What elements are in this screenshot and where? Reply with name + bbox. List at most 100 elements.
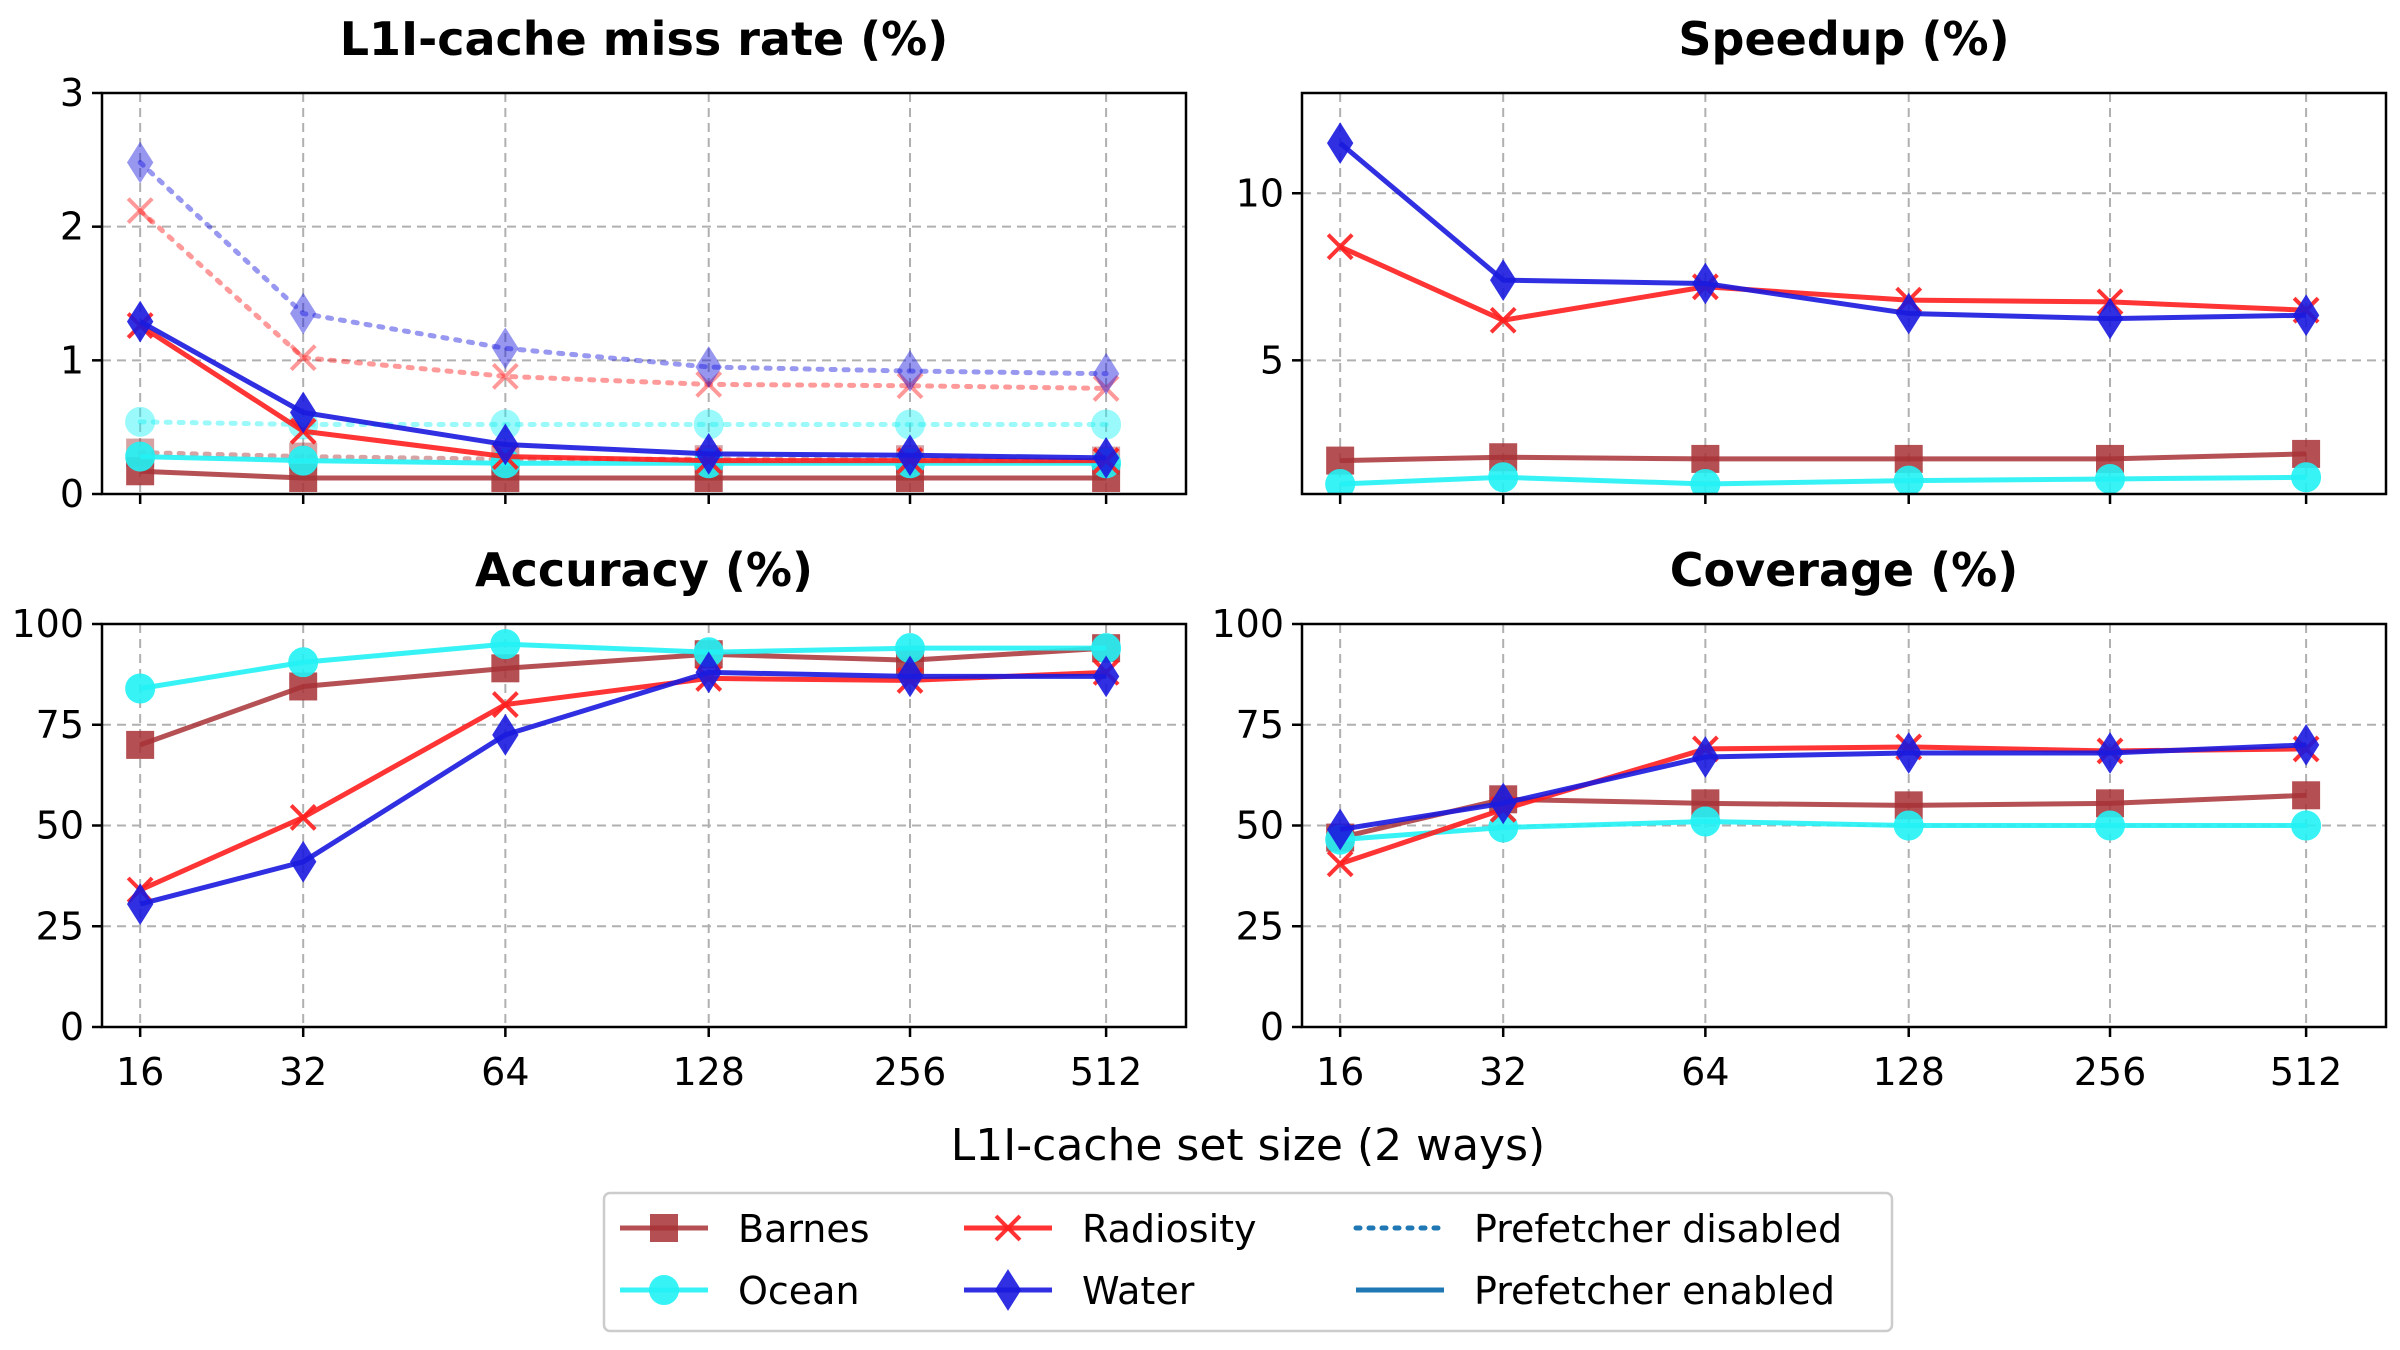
legend-label: Barnes — [738, 1207, 870, 1251]
panel-title: Coverage (%) — [1670, 543, 2019, 597]
water-point — [126, 300, 154, 343]
radiosity-disabled-point — [1092, 374, 1120, 402]
ocean-point — [288, 647, 319, 678]
panel-title: Accuracy (%) — [475, 543, 813, 597]
x-tick-label: 512 — [1070, 1050, 1143, 1094]
panel-2: Speedup (%) 5 10 — [1236, 12, 2388, 504]
legend-swatch-marker — [649, 1275, 679, 1305]
panel-title: L1I-cache miss rate (%) — [340, 12, 949, 66]
y-tick-label: 1 — [60, 338, 84, 382]
y-tick-label: 100 — [11, 602, 84, 646]
water-point — [2096, 297, 2124, 340]
series-group — [1325, 122, 2322, 494]
y-tick-label: 10 — [1236, 171, 1284, 215]
water-point — [1895, 732, 1922, 774]
legend-label: Radiosity — [1082, 1207, 1257, 1251]
water-point — [1490, 259, 1517, 302]
radiosity-point — [1489, 306, 1517, 334]
ocean-disabled-line — [137, 419, 1109, 427]
radiosity-disabled-line — [137, 208, 1109, 391]
ocean-point — [2095, 463, 2126, 494]
water-line — [1338, 141, 2307, 322]
radiosity-point — [289, 804, 317, 831]
radiosity-line — [138, 323, 1107, 464]
series-group — [125, 141, 1122, 492]
radiosity-point — [1326, 233, 1354, 261]
ocean-disabled-point — [125, 406, 156, 437]
water-point — [290, 391, 317, 434]
ocean-point — [125, 673, 156, 704]
x-tick-label: 256 — [2074, 1050, 2147, 1094]
y-tick-label: 100 — [1211, 602, 1284, 646]
ocean-point — [1893, 810, 1924, 841]
water-point — [2292, 294, 2320, 337]
x-tick-label: 64 — [481, 1050, 529, 1094]
legend-entry-prefetcher-disabled: Prefetcher disabled — [1353, 1207, 1842, 1251]
water-point — [1326, 808, 1354, 851]
radiosity-disabled-point — [491, 362, 519, 390]
barnes-point — [2292, 781, 2321, 810]
barnes-line — [140, 468, 1107, 481]
water-point — [1326, 122, 1354, 164]
panel-title: Speedup (%) — [1678, 12, 2009, 66]
water-point — [126, 883, 154, 925]
y-tick-label: 25 — [36, 904, 84, 948]
legend-entry-prefetcher-enabled: Prefetcher enabled — [1356, 1269, 1835, 1313]
x-axis-label: L1I-cache set size (2 ways) — [951, 1120, 1545, 1171]
y-tick-label: 50 — [1236, 804, 1284, 848]
panel-4: Coverage (%) 0 25 50 75 100 16 32 64 128 256 512 — [1211, 543, 2388, 1094]
legend-label: Prefetcher enabled — [1474, 1269, 1835, 1313]
water-point — [896, 434, 924, 477]
legend-entry-water: Water — [964, 1269, 1195, 1313]
legend-swatch-marker — [994, 1269, 1022, 1311]
radiosity-line — [1339, 244, 2307, 323]
barnes-point — [1691, 444, 1720, 473]
ocean-point — [1690, 468, 1721, 494]
y-tick-label: 0 — [1260, 1005, 1284, 1049]
ocean-point — [125, 441, 156, 472]
legend-label: Ocean — [738, 1269, 860, 1313]
series-group — [1325, 724, 2322, 878]
x-tick-label: 128 — [1872, 1050, 1945, 1094]
ocean-point — [2291, 462, 2322, 493]
water-line — [139, 669, 1107, 907]
water-disabled-line — [137, 160, 1109, 377]
legend-entry-barnes: Barnes — [620, 1207, 870, 1251]
water-disabled-point — [126, 141, 154, 184]
water-point — [1092, 437, 1120, 479]
y-tick-label: 0 — [60, 472, 84, 516]
ocean-line — [139, 641, 1107, 691]
legend-label: Water — [1082, 1269, 1195, 1313]
legend-swatch-marker — [650, 1214, 678, 1242]
water-point — [1490, 782, 1517, 825]
water-point — [896, 655, 924, 698]
barnes-line — [1340, 451, 2307, 464]
x-tick-label: 32 — [1479, 1050, 1527, 1094]
panel-3: Accuracy (%) 0 25 50 75 100 16 32 64 128 256 512 — [11, 543, 1188, 1094]
water-point — [290, 840, 317, 883]
water-point — [1692, 262, 1719, 305]
ocean-disabled-point — [1091, 409, 1122, 440]
ocean-point — [2291, 810, 2322, 841]
radiosity-point — [491, 691, 519, 719]
ocean-point — [490, 629, 521, 660]
x-tick-label: 32 — [279, 1050, 327, 1094]
water-disabled-point — [695, 346, 722, 388]
y-tick-label: 2 — [60, 205, 84, 249]
radiosity-disabled-point — [126, 197, 154, 225]
water-point — [2292, 724, 2320, 766]
legend-box — [602, 1191, 1894, 1333]
x-tick-label: 16 — [1316, 1050, 1364, 1094]
water-line — [138, 319, 1107, 461]
barnes-point — [289, 672, 318, 701]
water-disabled-point — [1092, 352, 1120, 395]
ocean-line — [140, 454, 1107, 466]
water-disabled-point — [290, 292, 317, 335]
plot-frame — [1300, 91, 2388, 496]
water-point — [492, 423, 519, 466]
legend-swatch-marker — [994, 1214, 1022, 1242]
ocean-line — [1340, 474, 2307, 487]
water-disabled-point — [896, 350, 924, 392]
water-disabled-point — [492, 327, 519, 370]
